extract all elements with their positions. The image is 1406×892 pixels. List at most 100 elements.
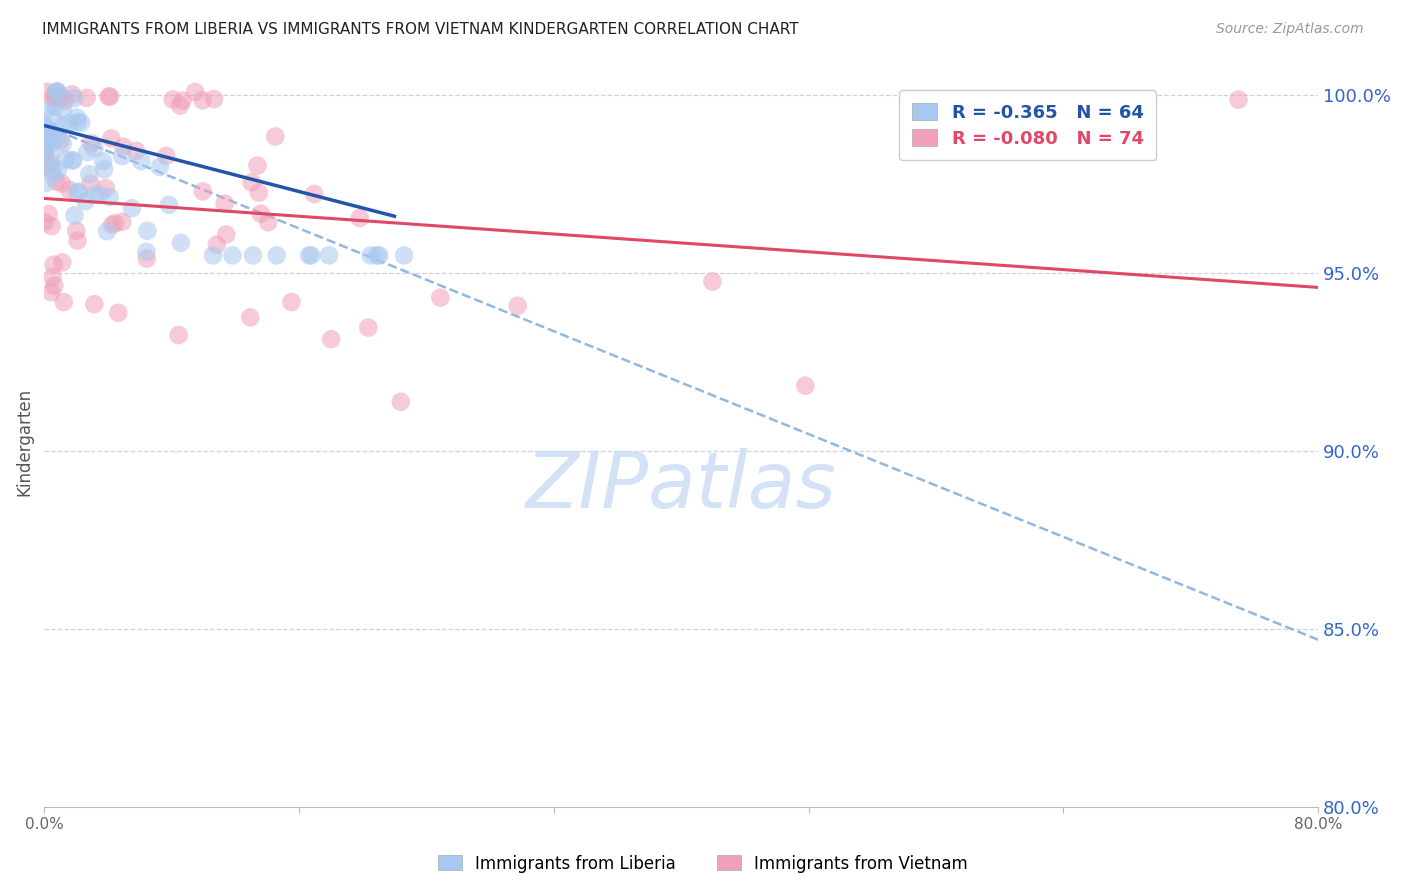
Point xyxy=(58,116,80,130)
Point xyxy=(202,248,225,262)
Point xyxy=(76,145,98,159)
Point xyxy=(98,89,121,103)
Point xyxy=(37,122,59,136)
Point xyxy=(66,186,89,200)
Point xyxy=(94,181,117,195)
Point xyxy=(170,235,193,250)
Point xyxy=(52,295,75,310)
Point xyxy=(51,177,73,191)
Point xyxy=(89,188,111,202)
Point xyxy=(96,224,118,238)
Point xyxy=(51,90,73,104)
Point xyxy=(39,157,62,171)
Point xyxy=(66,111,89,125)
Point xyxy=(51,255,73,269)
Point xyxy=(202,92,225,106)
Point xyxy=(125,144,148,158)
Point xyxy=(247,186,270,200)
Point xyxy=(83,141,105,155)
Point xyxy=(184,85,207,99)
Point xyxy=(44,278,66,293)
Point xyxy=(506,299,529,313)
Point xyxy=(34,215,56,229)
Point xyxy=(215,227,238,242)
Point xyxy=(46,92,69,106)
Point xyxy=(79,177,101,191)
Point xyxy=(42,168,65,182)
Point xyxy=(101,218,124,232)
Point xyxy=(41,125,63,139)
Point xyxy=(357,320,380,334)
Point xyxy=(48,129,70,144)
Point xyxy=(52,103,75,117)
Point xyxy=(794,378,817,392)
Point xyxy=(264,129,287,144)
Point xyxy=(65,224,87,238)
Point xyxy=(162,93,184,107)
Point xyxy=(38,131,60,145)
Point xyxy=(172,94,194,108)
Point xyxy=(37,85,59,99)
Point xyxy=(34,103,56,118)
Point xyxy=(76,91,98,105)
Point xyxy=(41,270,63,285)
Point xyxy=(35,120,58,134)
Text: IMMIGRANTS FROM LIBERIA VS IMMIGRANTS FROM VIETNAM KINDERGARTEN CORRELATION CHAR: IMMIGRANTS FROM LIBERIA VS IMMIGRANTS FR… xyxy=(42,22,799,37)
Point xyxy=(77,167,100,181)
Point xyxy=(63,91,86,105)
Point xyxy=(49,134,72,148)
Point xyxy=(169,98,191,112)
Point xyxy=(62,153,84,168)
Point xyxy=(45,85,67,99)
Point xyxy=(389,394,412,409)
Point xyxy=(155,149,177,163)
Point xyxy=(257,215,280,229)
Point xyxy=(80,136,103,151)
Point xyxy=(100,131,122,145)
Point xyxy=(66,234,89,248)
Point xyxy=(167,328,190,343)
Point xyxy=(214,196,236,211)
Point xyxy=(121,201,143,215)
Point xyxy=(37,132,59,146)
Point xyxy=(41,110,63,124)
Point xyxy=(34,134,56,148)
Point xyxy=(107,306,129,320)
Point xyxy=(135,244,157,259)
Point xyxy=(360,248,382,262)
Point xyxy=(83,187,105,202)
Point xyxy=(240,176,263,190)
Point xyxy=(91,154,114,169)
Point xyxy=(37,157,59,171)
Point xyxy=(45,90,67,104)
Point xyxy=(111,215,134,229)
Point xyxy=(111,149,134,163)
Point xyxy=(157,198,180,212)
Point xyxy=(246,159,269,173)
Point xyxy=(1227,93,1250,107)
Point xyxy=(98,190,121,204)
Point xyxy=(75,194,97,208)
Point xyxy=(280,295,302,310)
Point xyxy=(83,297,105,311)
Point xyxy=(319,332,342,346)
Point xyxy=(53,94,76,108)
Point xyxy=(58,183,80,197)
Point xyxy=(63,208,86,222)
Point xyxy=(41,163,63,178)
Text: ZIPatlas: ZIPatlas xyxy=(526,448,837,524)
Point xyxy=(60,153,83,168)
Point xyxy=(46,85,69,99)
Point xyxy=(35,142,58,156)
Point xyxy=(221,248,243,262)
Point xyxy=(34,149,56,163)
Point xyxy=(70,116,93,130)
Point xyxy=(46,162,69,177)
Point xyxy=(112,140,135,154)
Point xyxy=(52,119,75,133)
Text: Source: ZipAtlas.com: Source: ZipAtlas.com xyxy=(1216,22,1364,37)
Point xyxy=(45,174,67,188)
Point xyxy=(52,136,75,151)
Point xyxy=(429,291,451,305)
Point xyxy=(34,137,56,152)
